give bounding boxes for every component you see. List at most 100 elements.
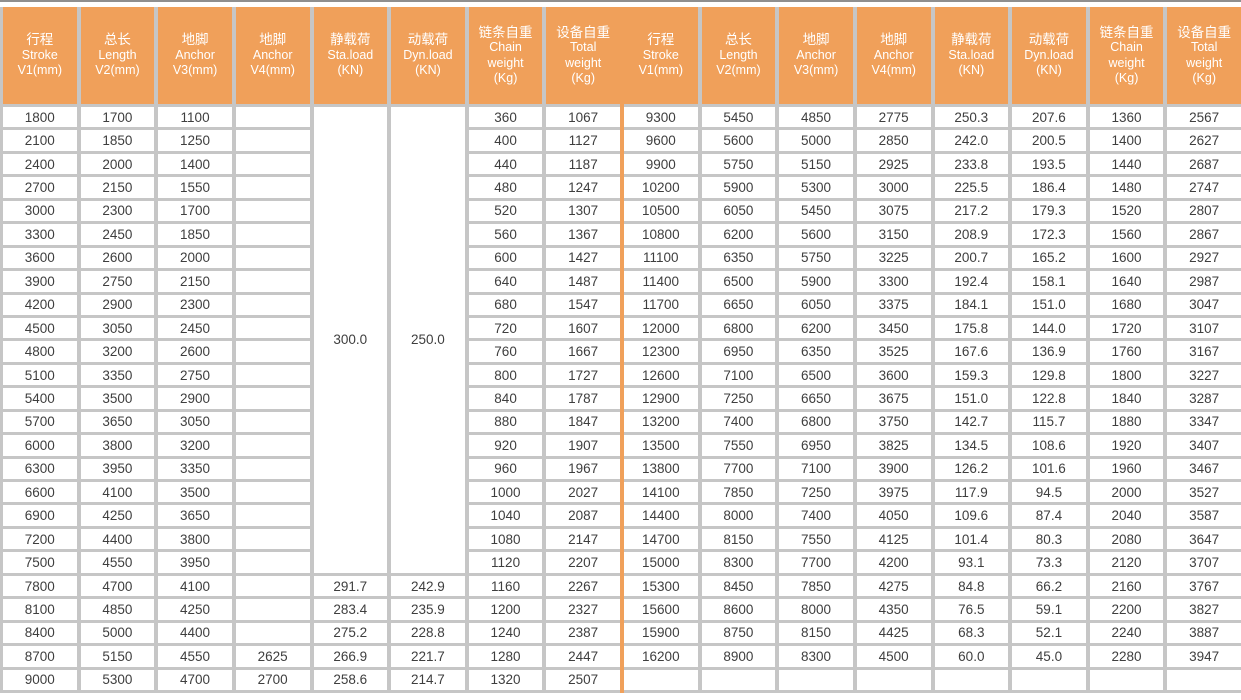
- table-cell: 2027: [546, 482, 620, 503]
- table-cell: 3900: [3, 271, 77, 292]
- table-cell: 7800: [3, 575, 77, 597]
- table-cell: 3500: [80, 388, 155, 409]
- table-cell: 1440: [1089, 153, 1164, 175]
- table-cell: 59.1: [1012, 599, 1086, 620]
- table-cell: 68.3: [934, 622, 1009, 644]
- header-line: (Kg): [1192, 71, 1216, 85]
- table-cell: 60.0: [934, 646, 1009, 667]
- table-cell: 200.7: [934, 247, 1009, 269]
- table-cell: 184.1: [934, 294, 1009, 315]
- table-cell: 2625: [235, 646, 310, 667]
- table-cell: 7200: [3, 528, 77, 550]
- table-cell: 101.6: [1012, 458, 1086, 480]
- table-cell: 2750: [80, 271, 155, 292]
- table-cell: 8300: [701, 552, 776, 573]
- table-cell: 2150: [158, 271, 232, 292]
- table-cell: 4250: [158, 599, 232, 620]
- table-cell: 108.6: [1012, 435, 1086, 456]
- table-cell: 14400: [624, 505, 698, 526]
- table-cell: 440: [468, 153, 543, 175]
- table-cell: [856, 669, 931, 690]
- table-cell: [934, 669, 1009, 690]
- table-cell: 3047: [1167, 294, 1241, 315]
- header-line: 链条自重: [1099, 24, 1154, 40]
- table-cell: 6600: [3, 482, 77, 503]
- table-cell: 12300: [624, 341, 698, 362]
- table-cell: 3300: [856, 271, 931, 292]
- table-cell: 266.9: [313, 646, 388, 667]
- table-cell: 228.8: [391, 622, 465, 644]
- table-cell: 1800: [1089, 364, 1164, 386]
- table-cell: 1320: [468, 669, 543, 690]
- table-cell: 3450: [856, 317, 931, 339]
- header-line: (Kg): [571, 71, 595, 85]
- merged-cell-dyn-load: 250.0: [391, 107, 465, 573]
- table-cell: 11700: [624, 294, 698, 315]
- table-cell: 2600: [80, 247, 155, 269]
- table-cell: 8100: [3, 599, 77, 620]
- table-cell: 193.5: [1012, 153, 1086, 175]
- table-cell: 960: [468, 458, 543, 480]
- table-cell: 235.9: [391, 599, 465, 620]
- table-cell: 3500: [158, 482, 232, 503]
- table-cell: [235, 622, 310, 644]
- table-cell: 8000: [701, 505, 776, 526]
- table-cell: 760: [468, 341, 543, 362]
- table-cell: 3800: [80, 435, 155, 456]
- table-cell: 8400: [3, 622, 77, 644]
- table-cell: 6500: [701, 271, 776, 292]
- table-cell: 73.3: [1012, 552, 1086, 573]
- table-cell: 480: [468, 177, 543, 198]
- header-line: V4(mm): [871, 63, 916, 78]
- table-cell: 1560: [1089, 224, 1164, 245]
- header-line: 行程: [26, 32, 54, 48]
- header-line: 地脚: [880, 32, 908, 48]
- table-cell: [235, 271, 310, 292]
- table-cell: 1720: [1089, 317, 1164, 339]
- table-cell: 2200: [1089, 599, 1164, 620]
- header-line: 设备自重: [556, 24, 611, 40]
- table-cell: 2750: [158, 364, 232, 386]
- header-line: Chain: [1110, 40, 1143, 54]
- table-cell: [235, 107, 310, 128]
- table-cell: 2160: [1089, 575, 1164, 597]
- table-cell: 9000: [3, 669, 77, 690]
- table-cell: 3167: [1167, 341, 1241, 362]
- table-cell: [235, 505, 310, 526]
- table-cell: 2000: [1089, 482, 1164, 503]
- table-body: 9300 5450 4850 2775 250.3 207.6 1360 2567 9600 56…: [624, 104, 1241, 693]
- header-cell-anchor-v4: 地脚 Anchor V4(mm): [856, 7, 931, 104]
- header-line: Total: [1190, 40, 1218, 54]
- table-cell: 7400: [779, 505, 853, 526]
- table-cell: 7250: [701, 388, 776, 409]
- header-line: Anchor: [873, 47, 914, 62]
- header-line: weight: [565, 55, 602, 70]
- table-cell: 1667: [546, 341, 620, 362]
- table-cell: 2087: [546, 505, 620, 526]
- table-cell: 1850: [158, 224, 232, 245]
- table-cell: 2687: [1167, 153, 1241, 175]
- table-cell: 1680: [1089, 294, 1164, 315]
- table-cell: [235, 435, 310, 456]
- table-cell: [235, 388, 310, 409]
- header-line: Length: [719, 47, 758, 62]
- table-cell: 4850: [779, 107, 853, 128]
- table-right-half: 行程 Stroke V1(mm) 总长 Length V2(mm) 地脚 Anchor V3(m…: [624, 7, 1241, 693]
- table-cell: 2747: [1167, 177, 1241, 198]
- table-cell: 1280: [468, 646, 543, 667]
- table-cell: 1307: [546, 200, 620, 222]
- table-cell: [701, 669, 776, 690]
- header-cell-chain-weight: 链条自重 Chain weight (Kg): [1089, 7, 1164, 104]
- table-cell: 4125: [856, 528, 931, 550]
- table-cell: 7250: [779, 482, 853, 503]
- table-cell: 200.5: [1012, 130, 1086, 151]
- table-cell: 3287: [1167, 388, 1241, 409]
- table-cell: 400: [468, 130, 543, 151]
- table-cell: 3467: [1167, 458, 1241, 480]
- table-cell: 242.0: [934, 130, 1009, 151]
- table-cell: 2040: [1089, 505, 1164, 526]
- table-cell: 2300: [158, 294, 232, 315]
- table-cell: 4275: [856, 575, 931, 597]
- header-line: Anchor: [175, 47, 215, 62]
- table-cell: 2150: [80, 177, 155, 198]
